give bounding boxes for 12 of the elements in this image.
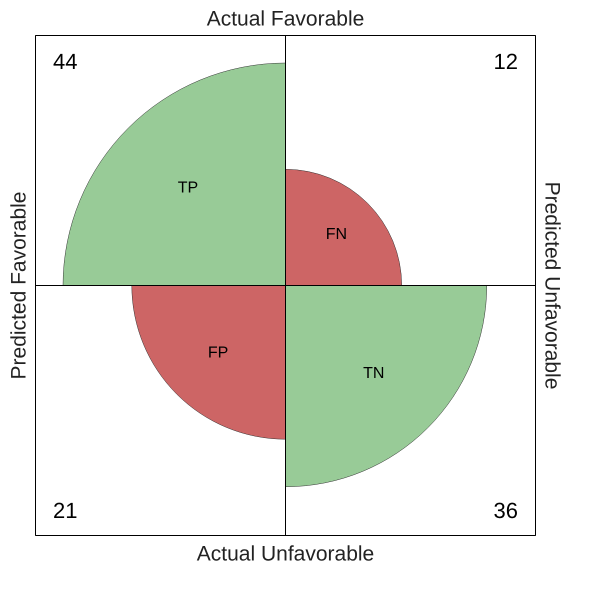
data-label: 12 bbox=[494, 49, 518, 74]
category-label: TP bbox=[178, 179, 198, 196]
data-label: 36 bbox=[494, 498, 518, 523]
category-label: FN bbox=[326, 226, 348, 244]
category-label: FP bbox=[208, 344, 228, 362]
category-label: TN bbox=[363, 365, 384, 382]
text: Predicted Unfavorable bbox=[540, 182, 564, 390]
text: Actual Unfavorable bbox=[196, 542, 374, 566]
data-label: 44 bbox=[53, 49, 78, 74]
data-label: 21 bbox=[53, 498, 78, 523]
text: Predicted Favorable bbox=[8, 192, 30, 380]
text: Actual Favorable bbox=[206, 8, 364, 30]
